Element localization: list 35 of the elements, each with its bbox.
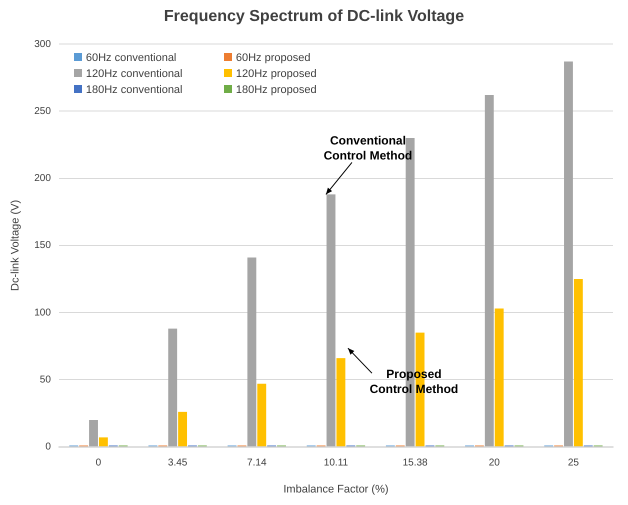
bar [89,420,98,446]
chart-title: Frequency Spectrum of DC-link Voltage [162,8,466,26]
bar [168,328,178,446]
y-tick-label: 300 [34,38,52,50]
legend-label: 120Hz conventional [84,68,184,80]
x-tick-label: 25 [568,458,580,469]
x-tick-label: 20 [488,458,500,469]
bar [178,412,188,446]
bar [257,384,266,446]
x-tick-label: 3.45 [168,458,188,469]
legend-label: 180Hz conventional [84,84,184,96]
legend-label: 180Hz proposed [234,84,318,96]
bar [574,278,583,446]
x-tick-label: 7.14 [247,458,267,469]
bar [494,308,504,446]
x-tick-label: 0 [96,458,102,469]
bar [98,437,108,446]
bar [336,358,346,446]
legend-label: 60Hz proposed [234,52,312,64]
bar [247,257,256,446]
y-tick-label: 150 [34,240,52,252]
legend-label: 120Hz proposed [234,68,318,80]
bar [484,95,494,446]
y-axis-title: Dc-link Voltage (V) [10,200,22,291]
x-tick-label: 15.38 [402,458,428,469]
annotation: Conventional Control Method [324,133,412,162]
y-tick-label: 0 [45,442,52,453]
bar [564,61,573,446]
y-tick-label: 100 [34,307,52,318]
y-tick-label: 250 [34,106,52,117]
x-tick-label: 10.11 [324,458,349,469]
legend-label: 60Hz conventional [84,52,178,64]
x-axis-title: Imbalance Factor (%) [283,483,389,496]
y-tick-label: 50 [40,374,52,386]
y-tick-label: 200 [34,173,52,184]
